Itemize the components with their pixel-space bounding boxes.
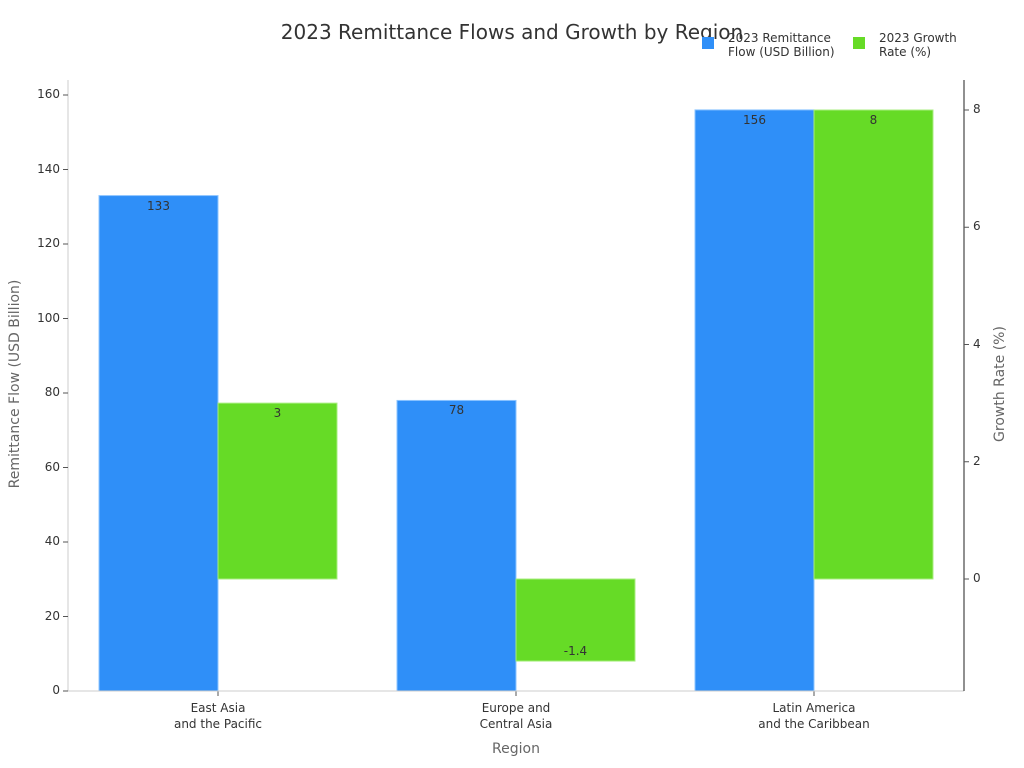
x-tick-label: and the Pacific: [173, 717, 263, 731]
y-tick-label-left: 80: [44, 385, 60, 399]
bar-value-label: 133: [147, 198, 170, 213]
x-tick-label: Latin America: [772, 701, 856, 715]
legend-item-remittance-flow: 2023 Remittance Flow (USD Billion): [702, 31, 835, 59]
bar-remittance-flow: [694, 109, 815, 692]
x-tick-label: Central Asia: [479, 717, 553, 731]
y-tick-label-left: 160: [37, 87, 60, 101]
bar-growth-rate: [217, 402, 338, 580]
y-tick-label-right: 4: [973, 336, 981, 351]
y-tick-label-left: 0: [52, 683, 60, 697]
chart-title: 2023 Remittance Flows and Growth by Regi…: [280, 20, 744, 44]
bar-growth-rate: [515, 578, 636, 662]
bar-growth-rate: [813, 109, 934, 580]
bar-value-label: 3: [273, 406, 282, 421]
x-tick-label: and the Caribbean: [758, 717, 870, 731]
x-tick-label: East Asia: [190, 701, 246, 715]
y-axis-left-title: Remittance Flow (USD Billion): [7, 279, 23, 489]
x-axis-title: Region: [492, 741, 540, 757]
bar-remittance-flow: [98, 195, 219, 692]
bar-value-label: 78: [448, 403, 465, 418]
legend-swatch-blue-icon: [702, 37, 714, 49]
legend-label-line2: Rate (%): [879, 45, 932, 59]
legend-item-growth-rate: 2023 Growth Rate (%): [853, 31, 957, 59]
bar-remittance-flow: [396, 399, 517, 692]
bar-value-label: 8: [869, 113, 878, 127]
y-tick-label-left: 40: [44, 534, 60, 548]
y-axis-right-title: Growth Rate (%): [992, 326, 1008, 442]
y-tick-label-left: 60: [44, 459, 60, 474]
legend-label-line1: 2023 Remittance: [728, 31, 831, 45]
y-tick-label-left: 20: [44, 608, 60, 623]
legend-label-line2: Flow (USD Billion): [728, 45, 835, 59]
y-tick-label-left: 120: [37, 236, 60, 250]
y-tick-label-right: 2: [973, 453, 981, 468]
y-tick-label-right: 0: [973, 571, 981, 585]
x-tick-label: Europe and: [481, 701, 551, 715]
y-tick-label-right: 8: [973, 102, 981, 116]
legend-label-line1: 2023 Growth: [879, 31, 957, 45]
bar-value-label: 156: [743, 112, 766, 127]
bar-value-label: -1.4: [563, 644, 588, 659]
y-tick-label-right: 6: [973, 219, 981, 234]
y-tick-label-left: 140: [37, 161, 60, 176]
y-tick-label-left: 100: [37, 310, 60, 325]
legend-swatch-green-icon: [853, 37, 865, 49]
